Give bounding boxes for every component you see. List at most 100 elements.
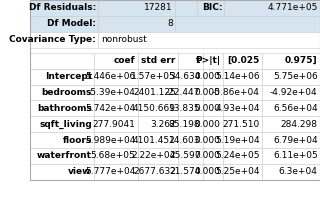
Text: Df Model:: Df Model:: [47, 19, 96, 28]
Bar: [178, 69, 203, 85]
Text: 5.777e+04: 5.777e+04: [85, 167, 135, 176]
Text: 0.000: 0.000: [195, 136, 221, 145]
Text: 277.9041: 277.9041: [92, 120, 135, 129]
Bar: [99, 16, 175, 32]
Text: 4101.452: 4101.452: [133, 136, 176, 145]
Bar: [94, 53, 138, 69]
Bar: [203, 85, 223, 100]
Text: 5.68e+05: 5.68e+05: [91, 152, 135, 160]
Bar: [30, 116, 94, 132]
Bar: [262, 132, 320, 148]
Text: 0.000: 0.000: [195, 167, 221, 176]
Text: 2401.125: 2401.125: [133, 88, 176, 97]
Bar: [94, 148, 138, 164]
Bar: [178, 132, 203, 148]
Bar: [94, 69, 138, 85]
Bar: [94, 85, 138, 100]
Text: Covariance Type:: Covariance Type:: [9, 35, 96, 44]
Bar: [94, 164, 138, 180]
Bar: [99, 0, 175, 16]
Text: 0.000: 0.000: [195, 88, 221, 97]
Bar: [30, 16, 99, 32]
Bar: [30, 0, 320, 180]
Text: -4.92e+04: -4.92e+04: [270, 88, 318, 97]
Bar: [223, 132, 262, 148]
Text: 0.000: 0.000: [195, 104, 221, 113]
Text: -5.86e+04: -5.86e+04: [212, 88, 260, 97]
Text: 0.000: 0.000: [195, 120, 221, 129]
Text: 0.975]: 0.975]: [285, 56, 318, 65]
Text: -5.39e+04: -5.39e+04: [87, 88, 135, 97]
Text: 4150.669: 4150.669: [133, 104, 176, 113]
Bar: [203, 148, 223, 164]
Text: 5.19e+04: 5.19e+04: [215, 136, 260, 145]
Bar: [178, 116, 203, 132]
Bar: [262, 148, 320, 164]
Text: 0.000: 0.000: [195, 152, 221, 160]
Text: 2.22e+04: 2.22e+04: [132, 152, 176, 160]
Bar: [138, 116, 178, 132]
Text: 25.597: 25.597: [169, 152, 200, 160]
Text: 4.93e+04: 4.93e+04: [215, 104, 260, 113]
Bar: [30, 69, 94, 85]
Text: 85.198: 85.198: [169, 120, 200, 129]
Bar: [30, 53, 94, 69]
Bar: [223, 53, 262, 69]
Bar: [30, 132, 94, 148]
Bar: [94, 100, 138, 116]
Bar: [224, 0, 320, 16]
Text: sqft_living: sqft_living: [39, 120, 92, 129]
Text: t: t: [196, 56, 200, 65]
Bar: [203, 69, 223, 85]
Text: Df Residuals:: Df Residuals:: [29, 3, 96, 12]
Bar: [223, 148, 262, 164]
Bar: [262, 53, 320, 69]
Bar: [138, 148, 178, 164]
Bar: [203, 164, 223, 180]
Text: 14.603: 14.603: [169, 136, 200, 145]
Text: [0.025: [0.025: [228, 56, 260, 65]
Bar: [223, 69, 262, 85]
Text: 5.989e+04: 5.989e+04: [85, 136, 135, 145]
Bar: [262, 100, 320, 116]
Text: 5.742e+04: 5.742e+04: [85, 104, 135, 113]
Text: bathrooms: bathrooms: [37, 104, 92, 113]
Bar: [99, 32, 320, 48]
Bar: [178, 148, 203, 164]
Text: floors: floors: [63, 136, 92, 145]
Text: 34.634: 34.634: [169, 72, 200, 81]
Bar: [203, 53, 223, 69]
Bar: [30, 0, 99, 16]
Bar: [138, 69, 178, 85]
Text: 3.262: 3.262: [150, 120, 176, 129]
Text: 5.446e+06: 5.446e+06: [85, 72, 135, 81]
Text: nonrobust: nonrobust: [101, 35, 147, 44]
Bar: [178, 100, 203, 116]
Bar: [178, 85, 203, 100]
Bar: [262, 116, 320, 132]
Bar: [30, 148, 94, 164]
Text: 6.79e+04: 6.79e+04: [273, 136, 318, 145]
Text: coef: coef: [114, 56, 135, 65]
Bar: [203, 116, 223, 132]
Text: bedrooms: bedrooms: [42, 88, 92, 97]
Bar: [262, 164, 320, 180]
Text: 5.24e+05: 5.24e+05: [215, 152, 260, 160]
Bar: [30, 32, 99, 48]
Bar: [138, 132, 178, 148]
Bar: [197, 0, 224, 16]
Bar: [262, 85, 320, 100]
Text: -22.447: -22.447: [166, 88, 200, 97]
Text: 6.11e+05: 6.11e+05: [273, 152, 318, 160]
Bar: [175, 0, 197, 16]
Bar: [223, 85, 262, 100]
Bar: [138, 164, 178, 180]
Text: 284.298: 284.298: [281, 120, 318, 129]
Bar: [262, 69, 320, 85]
Text: BIC:: BIC:: [202, 3, 222, 12]
Bar: [138, 85, 178, 100]
Text: P>|t|: P>|t|: [196, 56, 221, 65]
Bar: [203, 100, 223, 116]
Bar: [223, 164, 262, 180]
Text: view: view: [68, 167, 92, 176]
